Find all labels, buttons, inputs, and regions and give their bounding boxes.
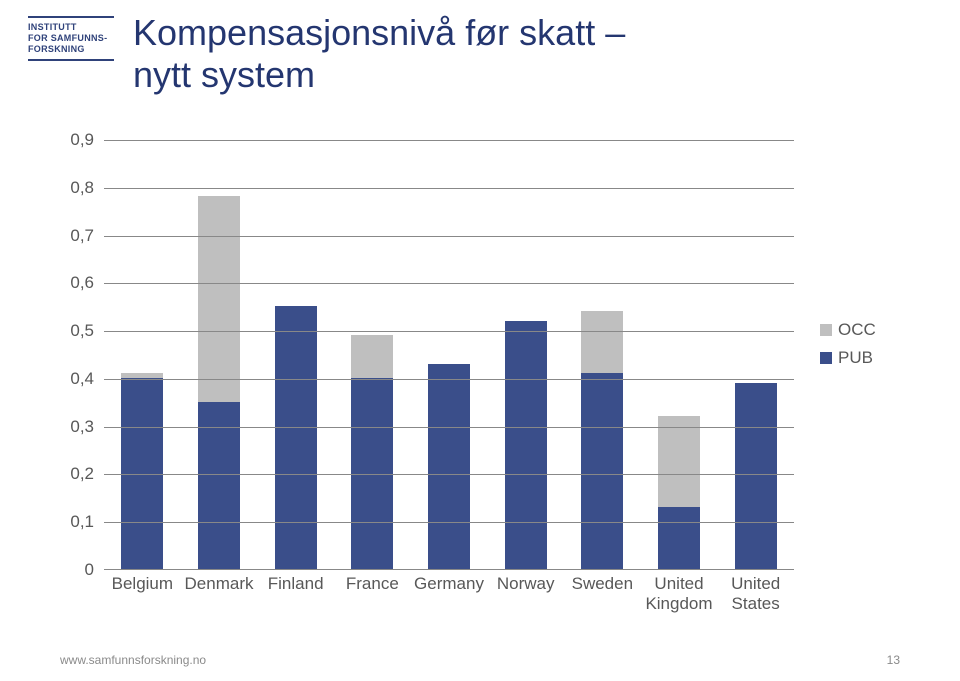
plot-area [104, 140, 794, 570]
grid-line [104, 236, 794, 237]
bar-pub [658, 507, 700, 569]
grid-line [104, 140, 794, 141]
y-tick-label: 0,5 [70, 321, 94, 341]
x-tick-label-line: United [731, 574, 780, 594]
legend-swatch-occ [820, 324, 832, 336]
slide-page: INSTITUTT FOR SAMFUNNS- FORSKNING Kompen… [0, 0, 960, 681]
x-tick-label-line: Sweden [572, 574, 633, 594]
x-tick-label-line: Kingdom [645, 594, 712, 614]
legend-swatch-pub [820, 352, 832, 364]
bar-pub [275, 306, 317, 569]
x-axis-labels: Belgium Denmark Finland France Germany Norway… [104, 574, 794, 620]
x-tick-label-line: Belgium [112, 574, 173, 594]
x-tick-label: Norway [497, 574, 555, 594]
bar-pub [428, 364, 470, 569]
title-line: nytt system [133, 54, 625, 96]
y-tick-label: 0 [85, 560, 94, 580]
x-tick-label: Belgium [112, 574, 173, 594]
y-axis: 00,10,20,30,40,50,60,70,80,9 [60, 140, 100, 570]
bar-pub [505, 321, 547, 569]
logo-bar-top [28, 16, 114, 18]
x-tick-label: Finland [268, 574, 324, 594]
bars-layer [104, 140, 794, 569]
x-tick-label: UnitedStates [731, 574, 780, 614]
footer: www.samfunnsforskning.no 13 [60, 653, 900, 667]
x-tick-label-line: States [731, 594, 780, 614]
bar-pub [735, 383, 777, 569]
institute-logo: INSTITUTT FOR SAMFUNNS- FORSKNING [28, 16, 114, 65]
logo-line: FORSKNING [28, 44, 85, 54]
x-tick-label-line: Germany [414, 574, 484, 594]
legend-label-occ: OCC [838, 320, 876, 340]
y-tick-label: 0,7 [70, 226, 94, 246]
x-tick-label-line: Norway [497, 574, 555, 594]
legend: OCC PUB [820, 320, 876, 376]
logo-line: INSTITUTT [28, 22, 77, 32]
grid-line [104, 188, 794, 189]
grid-line [104, 331, 794, 332]
footer-url: www.samfunnsforskning.no [60, 653, 206, 667]
slide-title: Kompensasjonsnivå før skatt – nytt syste… [133, 12, 625, 96]
y-tick-label: 0,3 [70, 417, 94, 437]
y-tick-label: 0,1 [70, 512, 94, 532]
logo-line: FOR SAMFUNNS- [28, 33, 107, 43]
y-tick-label: 0,6 [70, 273, 94, 293]
y-tick-label: 0,8 [70, 178, 94, 198]
x-tick-label: Sweden [572, 574, 633, 594]
y-tick-label: 0,9 [70, 130, 94, 150]
logo-text: INSTITUTT FOR SAMFUNNS- FORSKNING [28, 22, 114, 55]
legend-item-occ: OCC [820, 320, 876, 340]
x-tick-label: Germany [414, 574, 484, 594]
bar-pub [581, 373, 623, 569]
bar-pub [121, 378, 163, 569]
y-tick-label: 0,4 [70, 369, 94, 389]
grid-line [104, 283, 794, 284]
x-tick-label-line: France [346, 574, 399, 594]
title-line: Kompensasjonsnivå før skatt – [133, 12, 625, 54]
chart-area: 00,10,20,30,40,50,60,70,80,9 BelgiumDenm… [60, 140, 900, 620]
x-tick-label: UnitedKingdom [645, 574, 712, 614]
grid-line [104, 427, 794, 428]
grid-line [104, 522, 794, 523]
bar-pub [351, 378, 393, 569]
legend-item-pub: PUB [820, 348, 876, 368]
logo-bar-bottom [28, 59, 114, 61]
y-tick-label: 0,2 [70, 464, 94, 484]
x-tick-label: Denmark [185, 574, 254, 594]
x-tick-label-line: Finland [268, 574, 324, 594]
grid-line [104, 379, 794, 380]
x-tick-label-line: United [645, 574, 712, 594]
x-tick-label-line: Denmark [185, 574, 254, 594]
footer-page-number: 13 [887, 653, 900, 667]
x-tick-label: France [346, 574, 399, 594]
legend-label-pub: PUB [838, 348, 873, 368]
grid-line [104, 474, 794, 475]
